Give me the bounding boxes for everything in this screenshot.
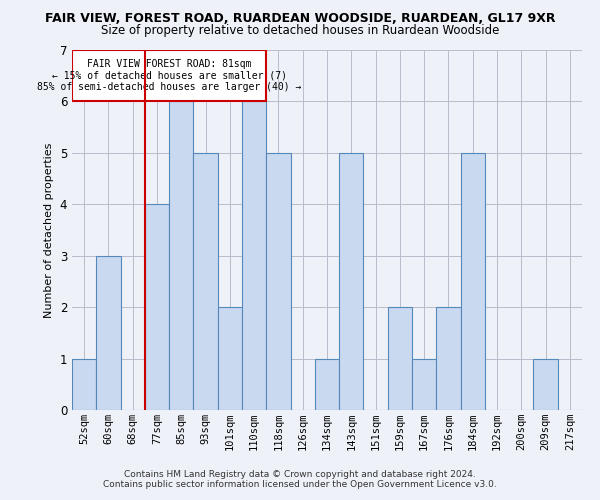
Bar	[533, 358, 558, 410]
Bar	[388, 307, 412, 410]
Bar	[96, 256, 121, 410]
Bar	[461, 153, 485, 410]
Text: Size of property relative to detached houses in Ruardean Woodside: Size of property relative to detached ho…	[101, 24, 499, 37]
Y-axis label: Number of detached properties: Number of detached properties	[44, 142, 54, 318]
Bar	[169, 102, 193, 410]
Bar	[145, 204, 169, 410]
Text: Contains HM Land Registry data © Crown copyright and database right 2024.
Contai: Contains HM Land Registry data © Crown c…	[103, 470, 497, 489]
FancyBboxPatch shape	[72, 50, 266, 102]
Bar	[412, 358, 436, 410]
Bar	[315, 358, 339, 410]
Bar	[436, 307, 461, 410]
Bar	[193, 153, 218, 410]
Bar	[266, 153, 290, 410]
Text: FAIR VIEW, FOREST ROAD, RUARDEAN WOODSIDE, RUARDEAN, GL17 9XR: FAIR VIEW, FOREST ROAD, RUARDEAN WOODSID…	[45, 12, 555, 26]
Text: FAIR VIEW FOREST ROAD: 81sqm
← 15% of detached houses are smaller (7)
85% of sem: FAIR VIEW FOREST ROAD: 81sqm ← 15% of de…	[37, 59, 301, 92]
Bar	[72, 358, 96, 410]
Bar	[242, 102, 266, 410]
Bar	[218, 307, 242, 410]
Bar	[339, 153, 364, 410]
